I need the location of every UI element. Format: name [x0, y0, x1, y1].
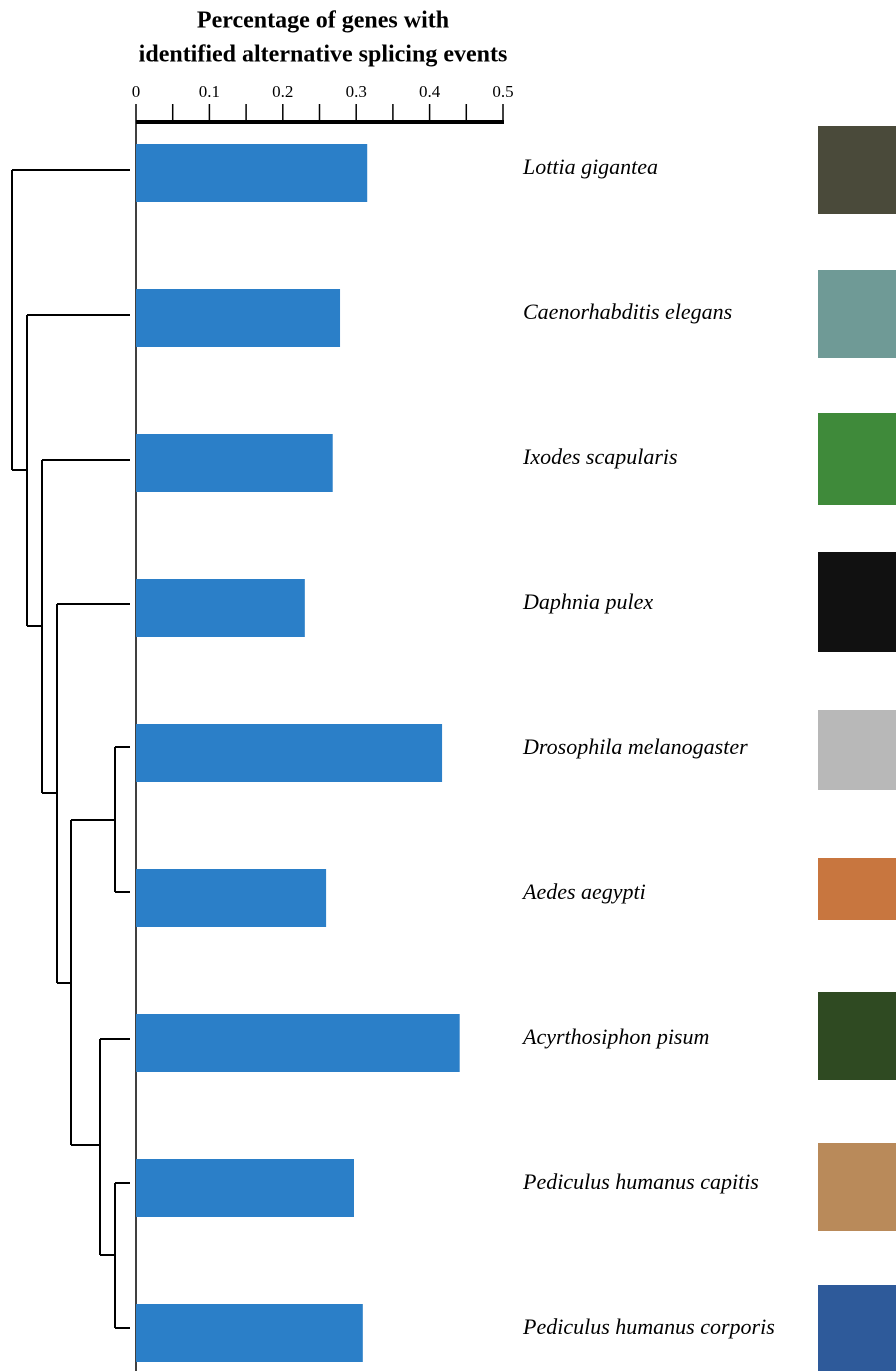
category-label: Drosophila melanogaster — [522, 734, 748, 759]
dendrogram — [11, 169, 130, 1329]
bar — [136, 434, 333, 492]
photo — [818, 710, 896, 790]
bar — [136, 144, 368, 202]
bar — [136, 724, 443, 782]
bar — [136, 1304, 363, 1362]
category-label: Acyrthosiphon pisum — [521, 1024, 709, 1049]
category-label: Pediculus humanus corporis — [522, 1314, 775, 1339]
category-label: Ixodes scapularis — [522, 444, 678, 469]
category-label: Lottia gigantea — [522, 154, 658, 179]
bar — [136, 579, 305, 637]
x-tick-label: 0.5 — [492, 82, 513, 101]
photo — [818, 126, 896, 214]
bar — [136, 1014, 460, 1072]
chart-title: Percentage of genes with — [197, 8, 449, 34]
photo — [818, 552, 896, 652]
category-label: Daphnia pulex — [522, 589, 653, 614]
x-tick-label: 0.1 — [199, 82, 220, 101]
photo — [818, 1285, 896, 1371]
photo — [818, 270, 896, 358]
category-label: Caenorhabditis elegans — [523, 299, 732, 324]
x-tick-label: 0.3 — [346, 82, 367, 101]
bar — [136, 869, 327, 927]
x-tick-label: 0 — [132, 82, 141, 101]
photo — [818, 858, 896, 920]
category-label: Pediculus humanus capitis — [522, 1169, 759, 1194]
bar — [136, 1159, 354, 1217]
photos — [818, 126, 896, 1371]
photo — [818, 413, 896, 505]
category-label: Aedes aegypti — [521, 879, 646, 904]
bar — [136, 289, 341, 347]
photo — [818, 992, 896, 1080]
chart-title: identified alternative splicing events — [139, 42, 508, 68]
x-tick-label: 0.4 — [419, 82, 441, 101]
x-tick-label: 0.2 — [272, 82, 293, 101]
photo — [818, 1143, 896, 1231]
